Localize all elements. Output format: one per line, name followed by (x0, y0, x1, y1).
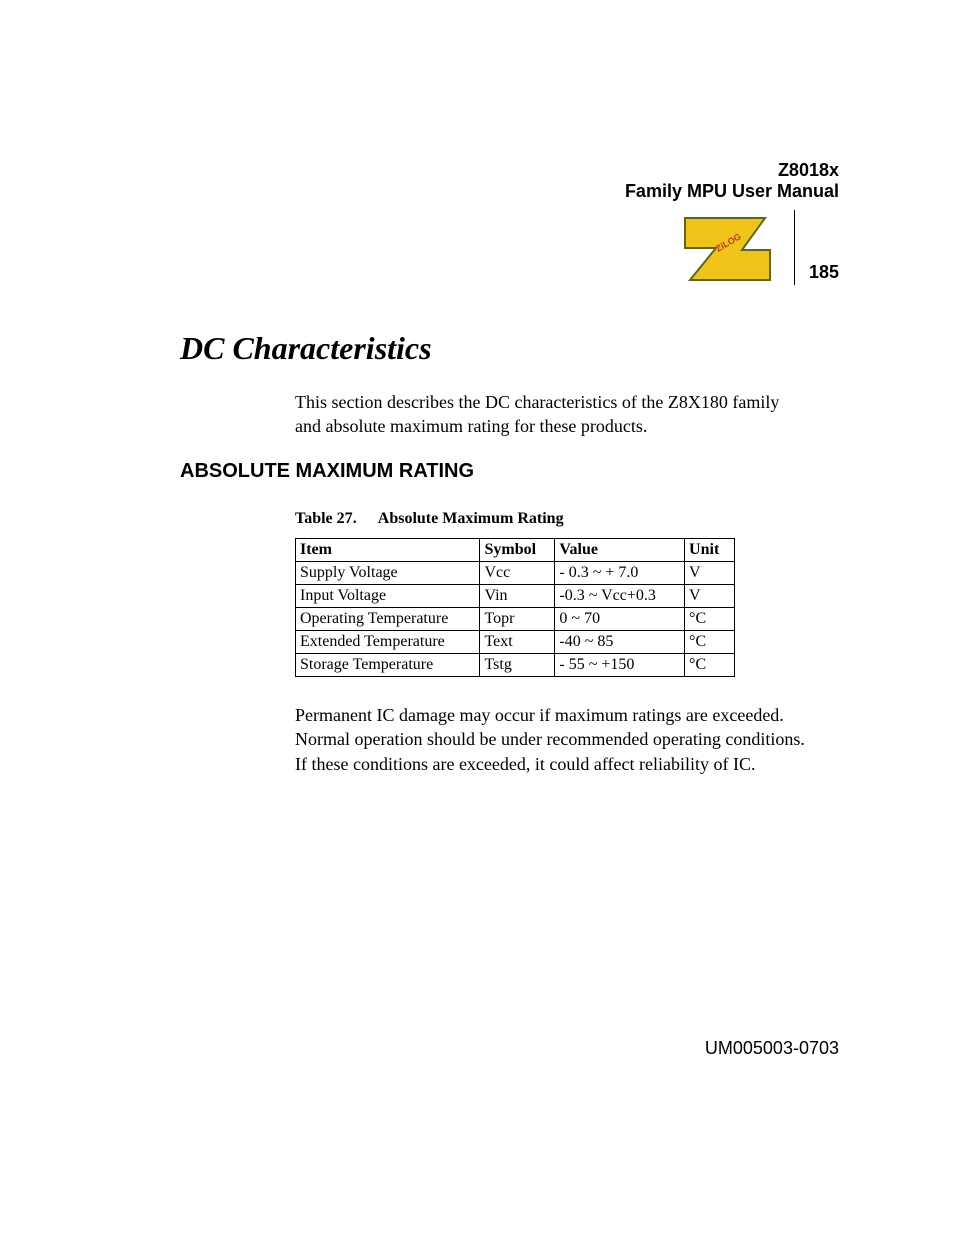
table-cell: Text (480, 631, 555, 654)
intro-paragraph: This section describes the DC characteri… (295, 390, 795, 439)
table-cell: -40 ~ 85 (555, 631, 685, 654)
table-cell: Extended Temperature (296, 631, 480, 654)
header-manual-title: Family MPU User Manual (625, 181, 839, 202)
table-cell: Supply Voltage (296, 562, 480, 585)
table-cell: Input Voltage (296, 585, 480, 608)
table-cell: °C (685, 654, 735, 677)
logo-block: ZiLOG 185 (670, 210, 839, 285)
table-header-row: Item Symbol Value Unit (296, 539, 735, 562)
table-row: Storage Temperature Tstg - 55 ~ +150 °C (296, 654, 735, 677)
ratings-table: Item Symbol Value Unit Supply Voltage Vc… (295, 538, 735, 677)
table-cell: -0.3 ~ Vcc+0.3 (555, 585, 685, 608)
zilog-logo-icon: ZiLOG (670, 210, 780, 285)
table-row: Extended Temperature Text -40 ~ 85 °C (296, 631, 735, 654)
table-cell: V (685, 585, 735, 608)
table-cell: - 0.3 ~ + 7.0 (555, 562, 685, 585)
header-product: Z8018x (625, 160, 839, 181)
table-header-cell: Value (555, 539, 685, 562)
table-title: Absolute Maximum Rating (378, 510, 564, 527)
table-footnote: Permanent IC damage may occur if maximum… (295, 703, 805, 776)
table-caption: Table 27. Absolute Maximum Rating (295, 510, 564, 528)
table-cell: Vcc (480, 562, 555, 585)
table-row: Input Voltage Vin -0.3 ~ Vcc+0.3 V (296, 585, 735, 608)
table-cell: Storage Temperature (296, 654, 480, 677)
table-row: Operating Temperature Topr 0 ~ 70 °C (296, 608, 735, 631)
table-header-cell: Symbol (480, 539, 555, 562)
table-cell: 0 ~ 70 (555, 608, 685, 631)
page-header: Z8018x Family MPU User Manual (625, 160, 839, 202)
table-cell: °C (685, 608, 735, 631)
table-cell: Tstg (480, 654, 555, 677)
section-heading: ABSOLUTE MAXIMUM RATING (180, 460, 474, 483)
table-cell: V (685, 562, 735, 585)
table-header-cell: Item (296, 539, 480, 562)
table-number: Table 27. (295, 510, 357, 527)
table-cell: Operating Temperature (296, 608, 480, 631)
table-row: Supply Voltage Vcc - 0.3 ~ + 7.0 V (296, 562, 735, 585)
table-cell: °C (685, 631, 735, 654)
page-number: 185 (794, 210, 839, 285)
table-header-cell: Unit (685, 539, 735, 562)
table-cell: Vin (480, 585, 555, 608)
document-code: UM005003-0703 (705, 1038, 839, 1059)
table-cell: - 55 ~ +150 (555, 654, 685, 677)
table-cell: Topr (480, 608, 555, 631)
chapter-title: DC Characteristics (180, 330, 432, 367)
